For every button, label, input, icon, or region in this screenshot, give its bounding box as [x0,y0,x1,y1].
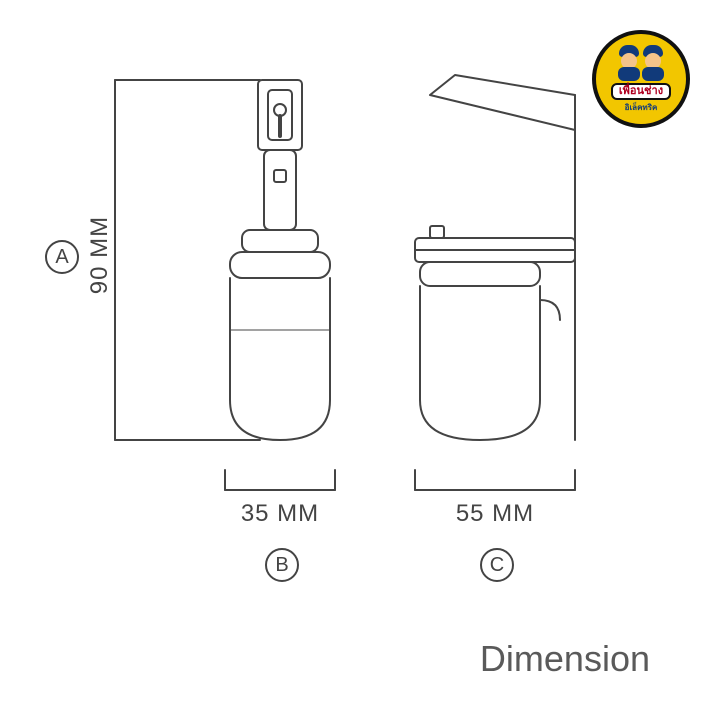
mascot-left [618,45,640,75]
mascot-right [642,45,664,75]
badge-mascots [611,45,671,81]
side-view [415,75,575,440]
front-view [230,80,330,440]
diagram-title: Dimension [480,638,650,680]
dimension-b-label: 35 MM [235,500,325,528]
dimension-marker-c: C [480,548,514,582]
brand-badge: เพื่อนช่าง อิเล็คทริค [592,30,690,128]
dimension-diagram: 90 MM 35 MM 55 MM A B C Dimension เพื่อน… [0,0,720,720]
badge-line1: เพื่อนช่าง [611,83,671,100]
dimension-c-label: 55 MM [440,500,550,528]
dimension-marker-b: B [265,548,299,582]
dimension-marker-a: A [45,240,79,274]
badge-line2: อิเล็คทริค [625,101,658,114]
dimension-a-label: 90 MM [86,210,114,300]
